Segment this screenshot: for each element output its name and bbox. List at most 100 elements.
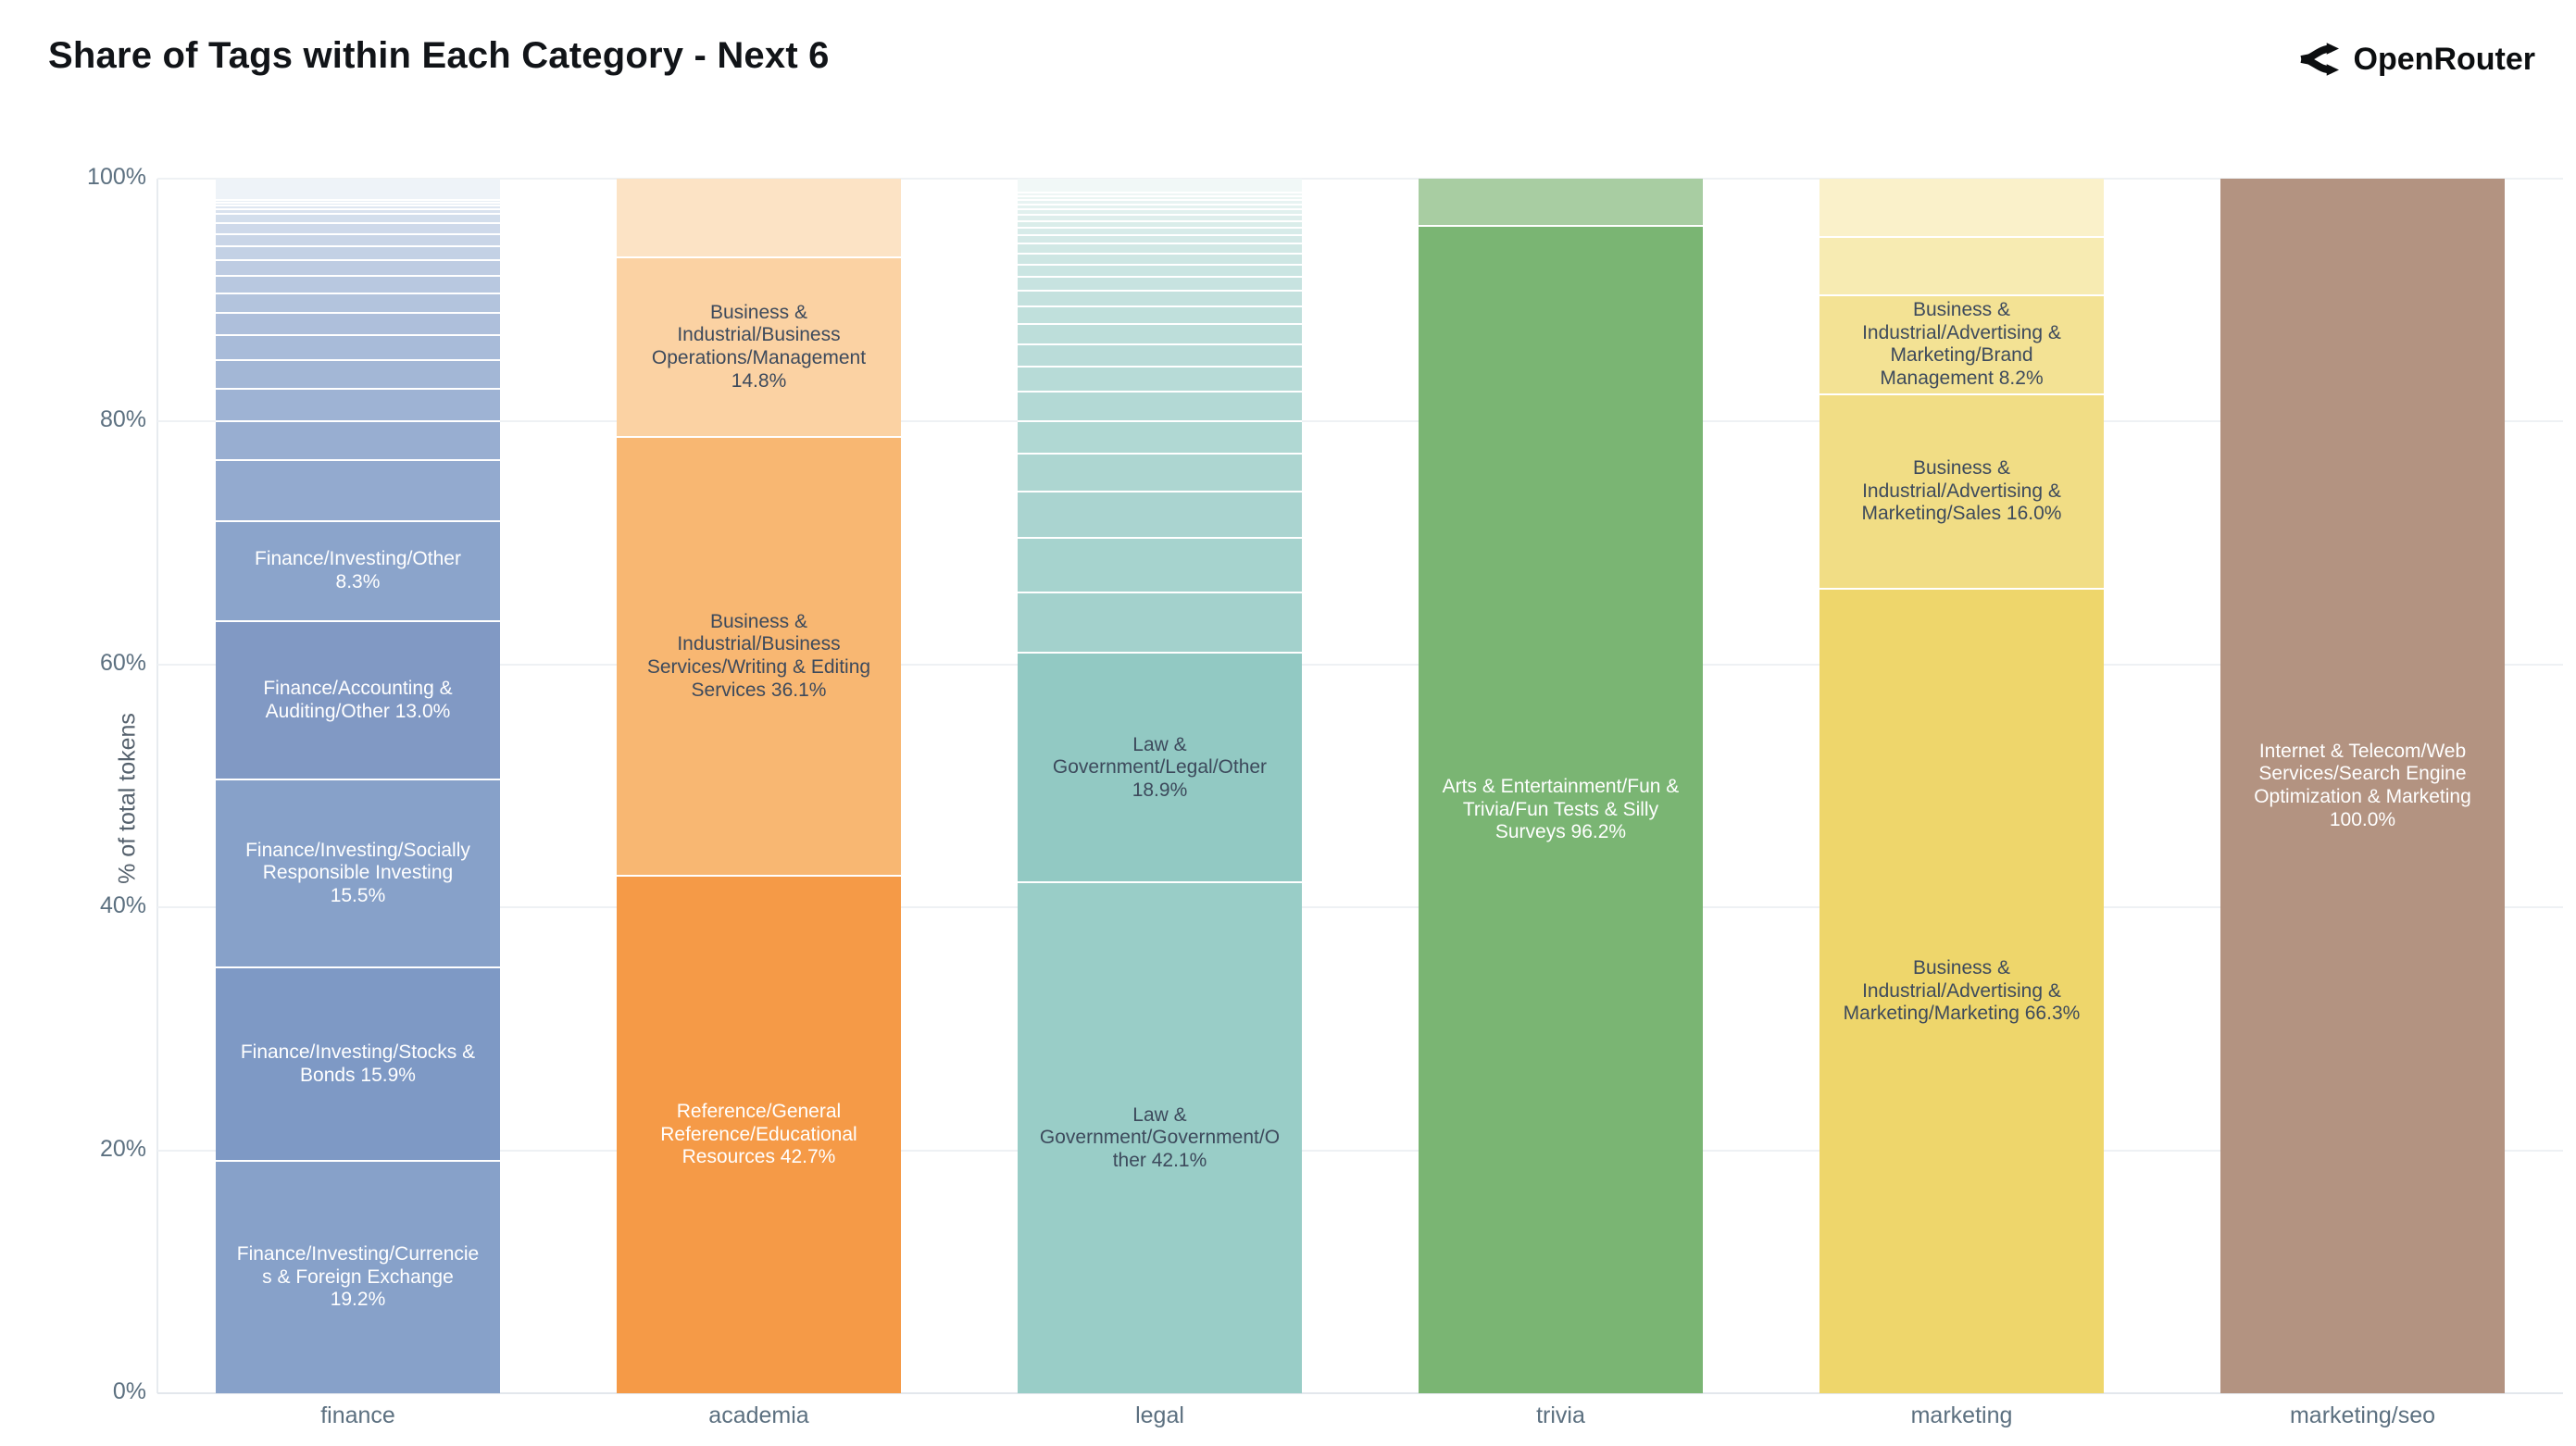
bar-segment-legal-10[interactable] xyxy=(1017,243,1303,253)
bar-segment-legal-20[interactable] xyxy=(1017,419,1303,454)
segment-label: Business & Industrial/Business Services/… xyxy=(646,610,871,701)
bar-slot-academia: Business & Industrial/Business Operation… xyxy=(558,179,959,1393)
bar-segment-finance-2[interactable] xyxy=(215,201,501,206)
bar-segment-finance-3[interactable] xyxy=(215,205,501,209)
brand: OpenRouter xyxy=(2296,41,2535,78)
stacked-bar-academia: Business & Industrial/Business Operation… xyxy=(616,179,902,1393)
bar-segment-finance-9[interactable] xyxy=(215,259,501,276)
gridline-100 xyxy=(157,178,2563,180)
bar-segment-legal-3[interactable] xyxy=(1017,199,1303,204)
bar-segment-academia-0[interactable] xyxy=(616,179,902,256)
segment-label: Business & Industrial/Advertising & Mark… xyxy=(1861,457,2062,525)
bar-segment-legal-14[interactable] xyxy=(1017,289,1303,305)
bar-segment-finance-10[interactable] xyxy=(215,275,501,293)
bar-segment-legal-6[interactable] xyxy=(1017,213,1303,220)
bar-segment-finance-22[interactable]: Finance/Investing/Currencies & Foreign E… xyxy=(215,1159,501,1393)
y-tick-label-20: 20% xyxy=(99,1135,146,1162)
bar-segment-legal-11[interactable] xyxy=(1017,252,1303,264)
bar-segment-legal-21[interactable] xyxy=(1017,453,1303,491)
segment-label: Business & Industrial/Business Operation… xyxy=(651,301,867,392)
bar-segment-academia-1[interactable]: Business & Industrial/Business Operation… xyxy=(616,256,902,437)
stacked-bar-finance: Finance/Investing/Other 8.3% Finance/Acco… xyxy=(215,179,501,1393)
segment-label: Law & Government/Government/Other 42.1% xyxy=(1039,1103,1281,1171)
bar-segment-finance-7[interactable] xyxy=(215,232,501,246)
x-category-label-marketing/seo: marketing/seo xyxy=(2289,1402,2436,1428)
bar-segment-marketing/seo-0[interactable]: Internet & Telecom/Web Services/Search E… xyxy=(2220,179,2506,1393)
bar-segment-finance-16[interactable] xyxy=(215,419,501,459)
bar-segment-legal-17[interactable] xyxy=(1017,343,1303,366)
bar-segment-trivia-0[interactable] xyxy=(1418,179,1704,225)
stacked-bar-legal: Law & Government/Legal/Other 18.9% Law & … xyxy=(1017,179,1303,1393)
bar-segment-finance-17[interactable] xyxy=(215,458,501,520)
bar-segment-finance-6[interactable] xyxy=(215,222,501,233)
y-tick-label-40: 40% xyxy=(99,892,146,919)
bar-segment-marketing-2[interactable]: Business & Industrial/Advertising & Mark… xyxy=(1819,293,2105,394)
segment-label: Internet & Telecom/Web Services/Search E… xyxy=(2254,740,2471,830)
bar-segment-finance-19[interactable]: Finance/Accounting & Auditing/Other 13.0… xyxy=(215,620,501,779)
bar-segment-finance-11[interactable] xyxy=(215,293,501,313)
gridline-0 xyxy=(157,1392,2563,1394)
bar-segment-legal-24[interactable] xyxy=(1017,591,1303,653)
bar-segment-legal-23[interactable] xyxy=(1017,536,1303,592)
stacked-bar-marketing/seo: Internet & Telecom/Web Services/Search E… xyxy=(2220,179,2506,1393)
page-title: Share of Tags within Each Category - Nex… xyxy=(48,35,830,76)
bar-segment-finance-18[interactable]: Finance/Investing/Other 8.3% xyxy=(215,519,501,621)
bar-segment-finance-15[interactable] xyxy=(215,387,501,420)
bar-segment-legal-18[interactable] xyxy=(1017,365,1303,392)
bar-segment-finance-1[interactable] xyxy=(215,199,501,202)
bar-segment-finance-20[interactable]: Finance/Investing/Socially Responsible I… xyxy=(215,778,501,967)
bar-segment-legal-7[interactable] xyxy=(1017,219,1303,227)
stacked-bar-marketing: Business & Industrial/Advertising & Mark… xyxy=(1819,179,2105,1393)
bar-segment-finance-14[interactable] xyxy=(215,358,501,388)
bar-segment-marketing-0[interactable] xyxy=(1819,179,2105,236)
bar-slot-trivia: Arts & Entertainment/Fun & Trivia/Fun Te… xyxy=(1360,179,1761,1393)
x-category-labels: finance academia legal trivia marketing marke… xyxy=(157,1402,2563,1429)
segment-label: Law & Government/Legal/Other 18.9% xyxy=(1052,733,1268,801)
x-category-label-trivia: trivia xyxy=(1536,1402,1585,1428)
bar-segment-finance-13[interactable] xyxy=(215,333,501,359)
bar-segment-legal-13[interactable] xyxy=(1017,275,1303,290)
gridline-60 xyxy=(157,663,2563,666)
bar-segment-legal-15[interactable] xyxy=(1017,305,1303,323)
segment-label: Finance/Investing/Other 8.3% xyxy=(255,548,461,592)
bar-segment-legal-12[interactable] xyxy=(1017,263,1303,276)
bar-segment-legal-22[interactable] xyxy=(1017,490,1303,537)
bar-segment-legal-0[interactable] xyxy=(1017,179,1303,193)
bar-segment-finance-4[interactable] xyxy=(215,208,501,213)
bar-segment-legal-1[interactable] xyxy=(1017,192,1303,196)
bar-segment-legal-19[interactable] xyxy=(1017,391,1303,420)
x-category-label-academia: academia xyxy=(708,1402,809,1428)
bar-segment-finance-21[interactable]: Finance/Investing/Stocks & Bonds 15.9% xyxy=(215,966,501,1160)
segment-label: Finance/Investing/Currencies & Foreign E… xyxy=(236,1242,480,1311)
bar-slot-finance: Finance/Investing/Other 8.3% Finance/Acco… xyxy=(157,179,558,1393)
x-category-label-marketing: marketing xyxy=(1910,1402,2013,1428)
bar-segment-legal-26[interactable]: Law & Government/Government/Other 42.1% xyxy=(1017,881,1303,1393)
gridline-40 xyxy=(157,906,2563,909)
bar-segment-academia-2[interactable]: Business & Industrial/Business Services/… xyxy=(616,436,902,875)
segment-label: Arts & Entertainment/Fun & Trivia/Fun Te… xyxy=(1442,776,1680,843)
segment-label: Finance/Investing/Socially Responsible I… xyxy=(245,839,470,906)
bar-segment-legal-25[interactable]: Law & Government/Legal/Other 18.9% xyxy=(1017,652,1303,882)
bar-segment-legal-16[interactable] xyxy=(1017,322,1303,343)
bar-segment-academia-3[interactable]: Reference/General Reference/Educational … xyxy=(616,874,902,1393)
bar-segment-legal-5[interactable] xyxy=(1017,208,1303,214)
bar-segment-marketing-1[interactable] xyxy=(1819,235,2105,294)
bar-segment-marketing-4[interactable]: Business & Industrial/Advertising & Mark… xyxy=(1819,588,2105,1393)
bar-segment-legal-4[interactable] xyxy=(1017,203,1303,209)
stacked-bar-trivia: Arts & Entertainment/Fun & Trivia/Fun Te… xyxy=(1418,179,1704,1393)
bar-segment-finance-0[interactable] xyxy=(215,179,501,200)
bar-segment-finance-12[interactable] xyxy=(215,312,501,334)
x-category-label-finance: finance xyxy=(320,1402,395,1428)
bar-slot-marketing: Business & Industrial/Advertising & Mark… xyxy=(1761,179,2162,1393)
bar-segment-legal-2[interactable] xyxy=(1017,195,1303,200)
bar-segment-finance-5[interactable] xyxy=(215,212,501,223)
bar-segment-marketing-3[interactable]: Business & Industrial/Advertising & Mark… xyxy=(1819,393,2105,589)
y-tick-label-0: 0% xyxy=(112,1378,146,1405)
bar-segment-legal-9[interactable] xyxy=(1017,234,1303,243)
segment-label: Reference/General Reference/Educational … xyxy=(660,1101,857,1168)
bar-segment-finance-8[interactable] xyxy=(215,245,501,260)
bar-segment-trivia-1[interactable]: Arts & Entertainment/Fun & Trivia/Fun Te… xyxy=(1418,224,1704,1393)
bars-area: Finance/Investing/Other 8.3% Finance/Acco… xyxy=(157,179,2563,1393)
bar-segment-legal-8[interactable] xyxy=(1017,226,1303,235)
